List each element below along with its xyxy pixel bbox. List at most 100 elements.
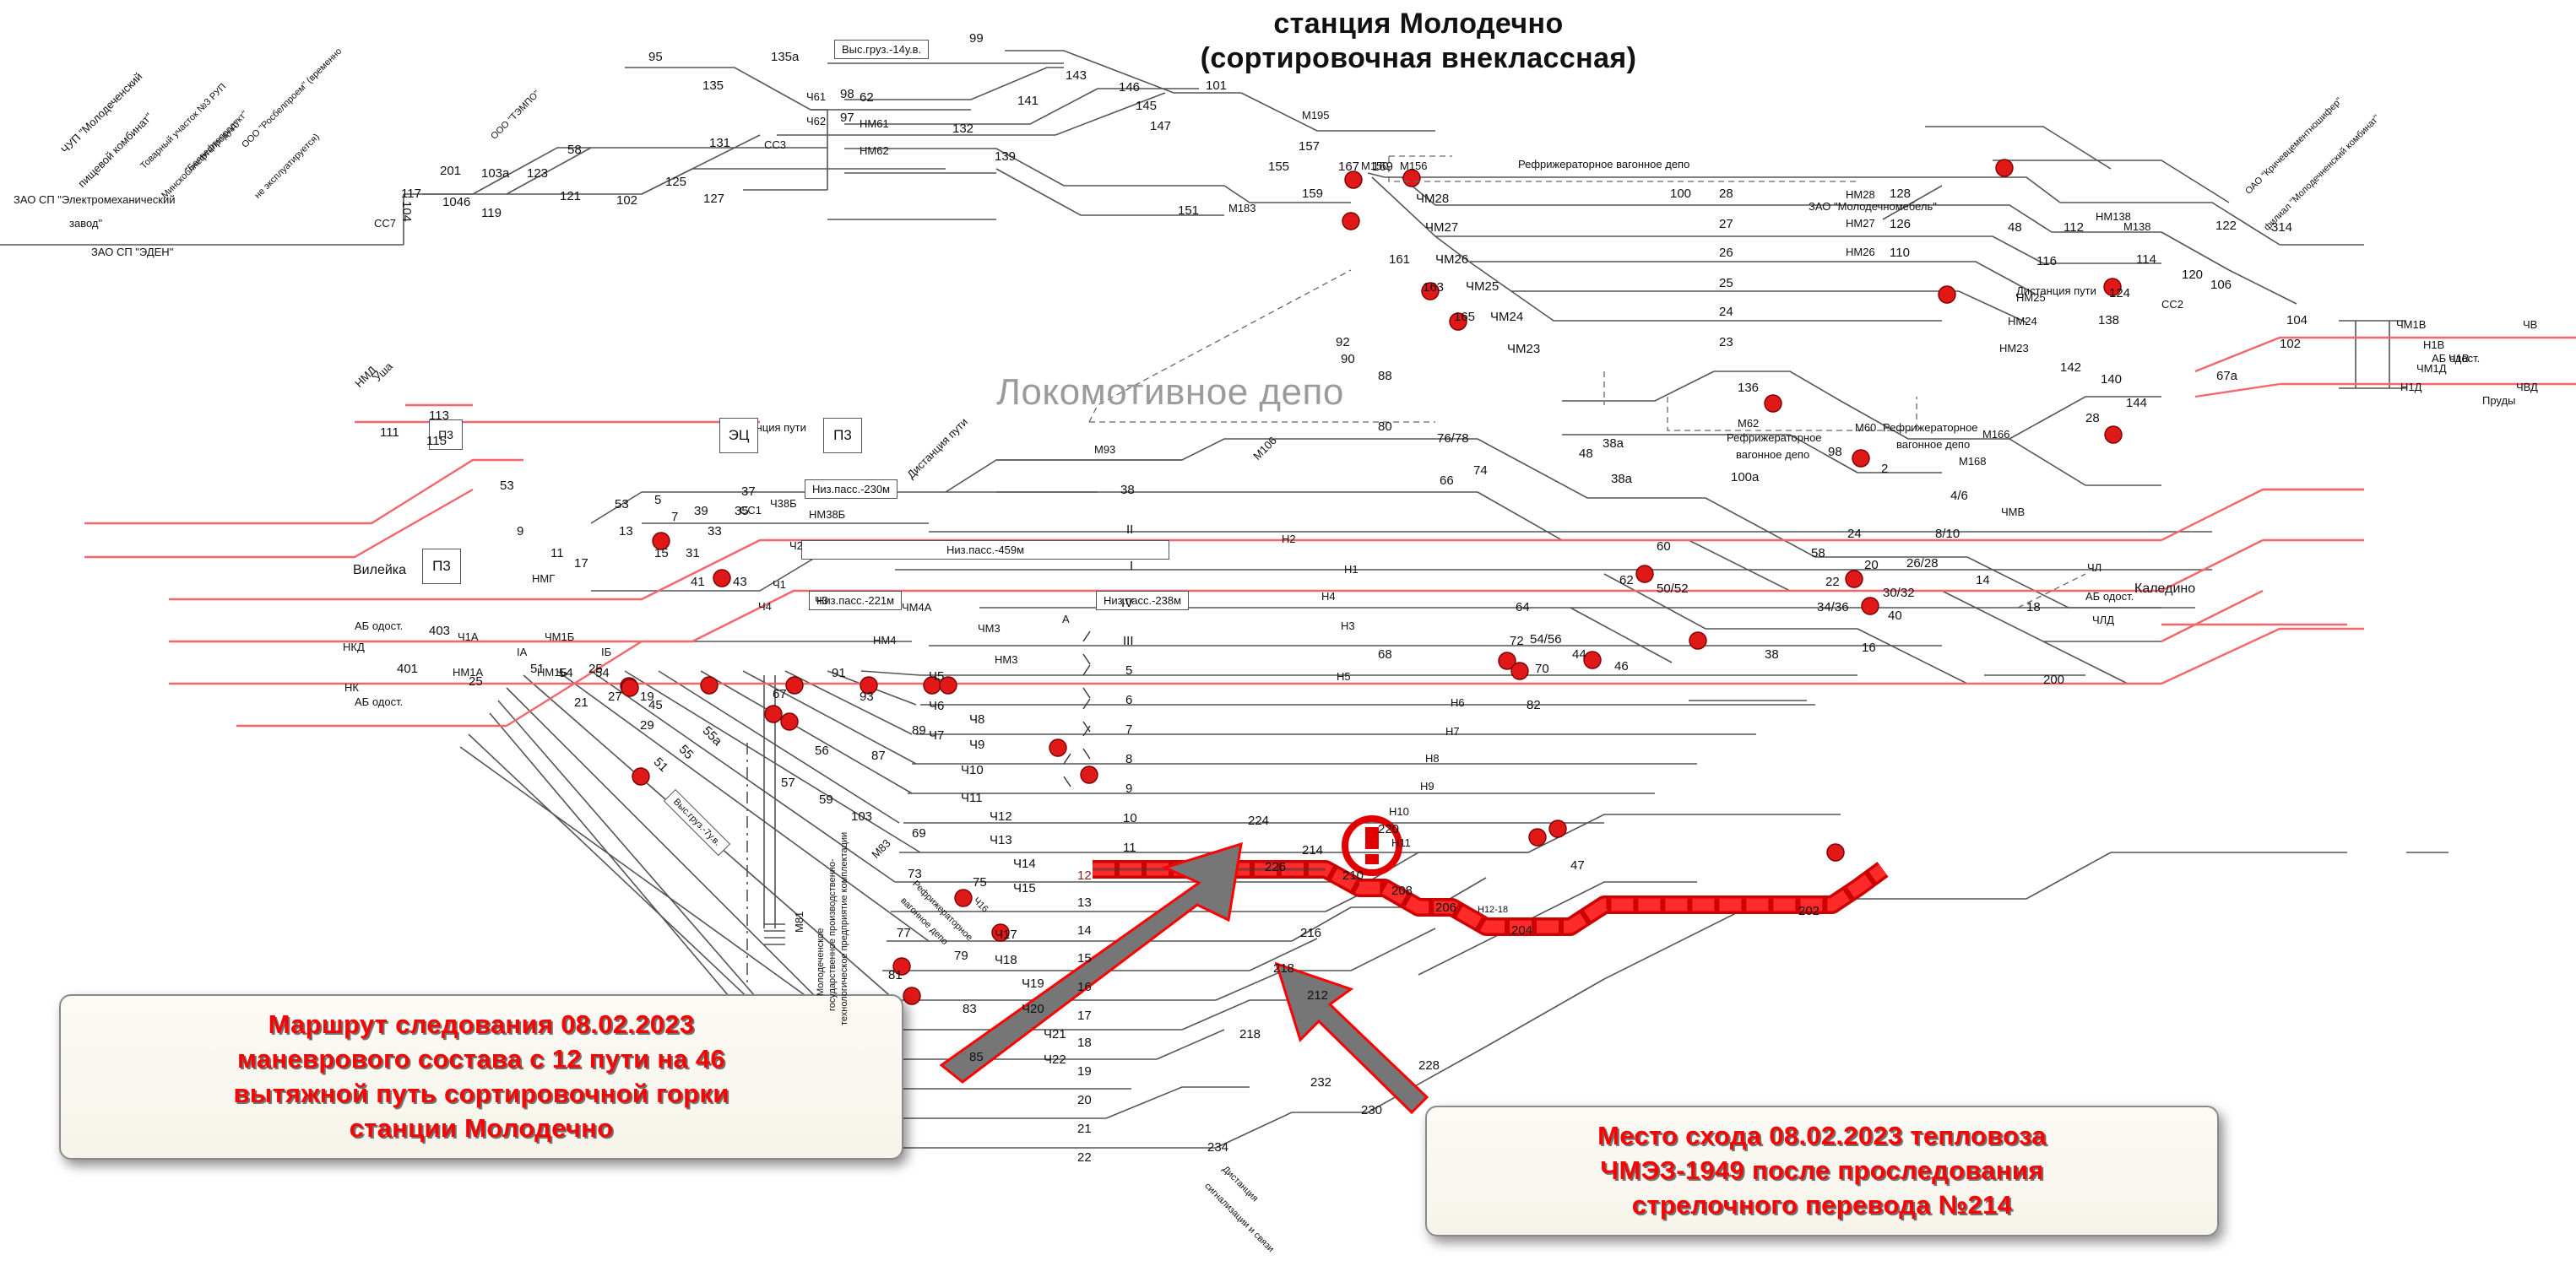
switch-98b: 2 bbox=[1881, 462, 1889, 476]
switch-58: 58 bbox=[567, 143, 582, 157]
signal-nm24: НМ24 bbox=[2008, 315, 2037, 327]
track-number-15: 15 bbox=[1077, 951, 1092, 966]
switch-48: 314 bbox=[2271, 220, 2293, 235]
direction-vileyka: Вилейка bbox=[353, 563, 407, 577]
switch-76-78: 76/78 bbox=[1437, 431, 1469, 446]
title-line-2: (сортировочная внеклассная) bbox=[1200, 42, 1637, 75]
switch-93: 93 bbox=[860, 690, 874, 704]
page-title: станция Молодечно (сортировочная внеклас… bbox=[1081, 7, 1756, 77]
signal-ch11: Ч11 bbox=[961, 791, 983, 805]
switch-69: 69 bbox=[912, 826, 926, 841]
industry-label-eden: ЗАО СП "ЭДЕН" bbox=[91, 246, 174, 258]
track-number-38: 38 bbox=[1120, 483, 1135, 497]
direction-prudy: Пруды bbox=[2482, 394, 2516, 407]
signal-n9: Н9 bbox=[1420, 780, 1434, 793]
switch-38a: 100а bbox=[1731, 470, 1760, 484]
post-box-ec[interactable]: ЭЦ bbox=[719, 418, 758, 453]
industry-label-emz-2: завод" bbox=[69, 217, 103, 230]
switch-127: 127 bbox=[703, 192, 725, 206]
signal-ch62: Ч62 bbox=[806, 115, 827, 127]
signal-nm38b: НМ38Б bbox=[809, 508, 846, 521]
switch-25: 25 bbox=[588, 662, 603, 676]
signal-ch1v: Ч1В bbox=[2449, 352, 2470, 365]
switch-62b: 48 bbox=[1579, 446, 1593, 461]
track-number-18: 18 bbox=[1077, 1036, 1092, 1050]
industry-label-refr-b2: вагонное депо bbox=[1896, 438, 1971, 451]
switch-102b: 67а bbox=[2216, 369, 2238, 383]
title-line-1: станция Молодечно bbox=[1273, 8, 1564, 40]
switch-115: 115 bbox=[426, 434, 447, 448]
marker-cc1: СС1 bbox=[740, 504, 762, 517]
switch-16: 14 bbox=[1976, 573, 1990, 587]
switch-141: 141 bbox=[1017, 94, 1039, 108]
industry-label-mol-prod-1: Молодеченское bbox=[816, 928, 826, 996]
marker-m168: М168 bbox=[1959, 455, 1987, 468]
switch-146: 146 bbox=[1119, 80, 1141, 95]
industry-label-moodmebel: ЗАО "Молодечномебель" bbox=[1809, 200, 1937, 213]
switch-33: 33 bbox=[708, 524, 722, 538]
switch-89: 89 bbox=[912, 723, 926, 738]
switch-26b: 25 bbox=[469, 674, 483, 689]
route-arrow-from-12 bbox=[939, 841, 1243, 1084]
route-callout-line-4: станции Молодечно bbox=[349, 1112, 614, 1143]
track-number-17: 17 bbox=[1077, 1009, 1092, 1023]
switch-128: 126 bbox=[1890, 217, 1912, 231]
switch-73: 73 bbox=[908, 867, 922, 881]
signal-n1: Н1 bbox=[1344, 563, 1359, 576]
switch-54-56: 44 bbox=[1572, 647, 1586, 662]
switch-159: 159 bbox=[1302, 187, 1324, 201]
post-box-p3-mid[interactable]: П3 bbox=[823, 418, 862, 453]
switch-53b: 53 bbox=[500, 479, 514, 493]
switch-169: 169 bbox=[1372, 160, 1394, 174]
derailment-callout-box: Место схода 08.02.2023 тепловоза ЧМЭЗ-19… bbox=[1425, 1106, 2219, 1236]
signal-nm4: НМ4 bbox=[873, 634, 897, 647]
signal-chm25: ЧМ25 bbox=[1466, 279, 1500, 294]
switch-202: 202 bbox=[1798, 904, 1820, 918]
switch-21: 21 bbox=[574, 695, 588, 710]
switch-67: 67 bbox=[773, 687, 787, 701]
switch-157: 157 bbox=[1299, 139, 1321, 154]
switch-144: 28 bbox=[2085, 411, 2100, 425]
switch-70: 70 bbox=[1535, 662, 1549, 676]
switch-234: 234 bbox=[1207, 1140, 1229, 1155]
switch-142: 144 bbox=[2126, 396, 2148, 410]
switch-155: 155 bbox=[1268, 160, 1290, 174]
industry-label-mol-prod-3: технологическое предприятие комплектации bbox=[839, 831, 849, 1025]
signal-nm26: НМ26 bbox=[1846, 246, 1875, 258]
derailment-pointer-arrow bbox=[1274, 961, 1429, 1115]
track-number-12: 12 bbox=[1077, 868, 1092, 883]
signal-ch15: Ч15 bbox=[1013, 881, 1036, 895]
post-box-p3-upper[interactable]: П3 bbox=[429, 419, 463, 450]
switch-113: 113 bbox=[429, 408, 449, 423]
switch-136: 98 bbox=[1828, 445, 1842, 459]
signal-nkd: НКД bbox=[343, 641, 365, 653]
signal-nm61: НМ61 bbox=[860, 117, 889, 130]
switch-41: 41 bbox=[691, 575, 705, 589]
route-callout-box: Маршрут следования 08.02.2023 маневровог… bbox=[59, 994, 903, 1160]
switch-72: 72 bbox=[1510, 634, 1524, 648]
signal-chvd: ЧВД bbox=[2516, 381, 2538, 393]
switch-30-32: 34/36 bbox=[1817, 600, 1849, 614]
switch-67a: 48 bbox=[2008, 220, 2022, 235]
track-number-9: 9 bbox=[1125, 782, 1133, 796]
track-number-27: 27 bbox=[1719, 217, 1733, 231]
switch-37: 37 bbox=[741, 484, 756, 499]
switch-92: 92 bbox=[1336, 335, 1350, 349]
post-box-p3-left[interactable]: П3 bbox=[422, 549, 461, 584]
signal-n6: Н6 bbox=[1451, 696, 1465, 709]
switch-44: 46 bbox=[1614, 659, 1629, 674]
switch-91: 91 bbox=[832, 666, 846, 680]
signal-n1d: Н1Д bbox=[2400, 381, 2422, 393]
switch-40a-2: 38а bbox=[1611, 472, 1633, 486]
signal-chm26: ЧМ26 bbox=[1435, 252, 1469, 267]
switch-104: 104 bbox=[399, 201, 414, 223]
signal-n4: Н4 bbox=[1321, 590, 1336, 603]
signal-ch1: Ч1 bbox=[773, 578, 786, 591]
switch-95: 95 bbox=[648, 50, 663, 64]
signal-ch1a: Ч1А bbox=[458, 630, 479, 643]
signal-ch13: Ч13 bbox=[990, 833, 1012, 847]
switch-165: 165 bbox=[1454, 310, 1476, 324]
track-number-22: 22 bbox=[1077, 1150, 1092, 1165]
track-number-26: 26 bbox=[1719, 246, 1733, 260]
switch-27: 27 bbox=[608, 690, 622, 704]
